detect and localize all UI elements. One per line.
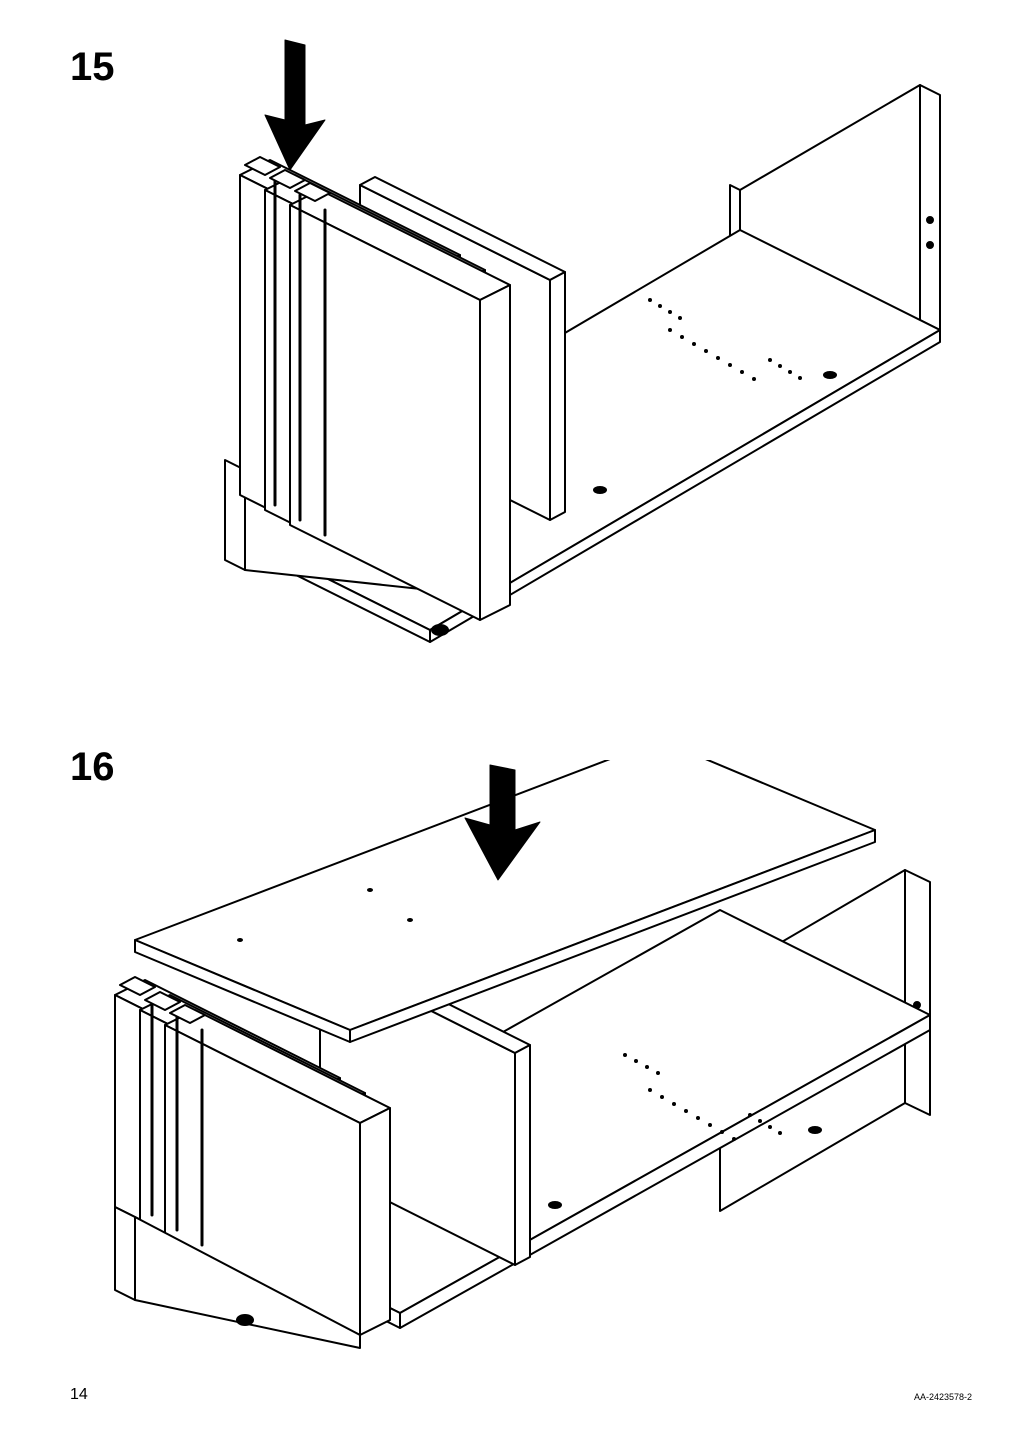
page-number: 14 (70, 1386, 88, 1404)
assembly-diagram-step-16 (60, 760, 960, 1350)
assembly-diagram-step-15 (130, 30, 950, 670)
document-code: AA-2423578-2 (914, 1392, 972, 1402)
step-number-15: 15 (70, 45, 115, 90)
